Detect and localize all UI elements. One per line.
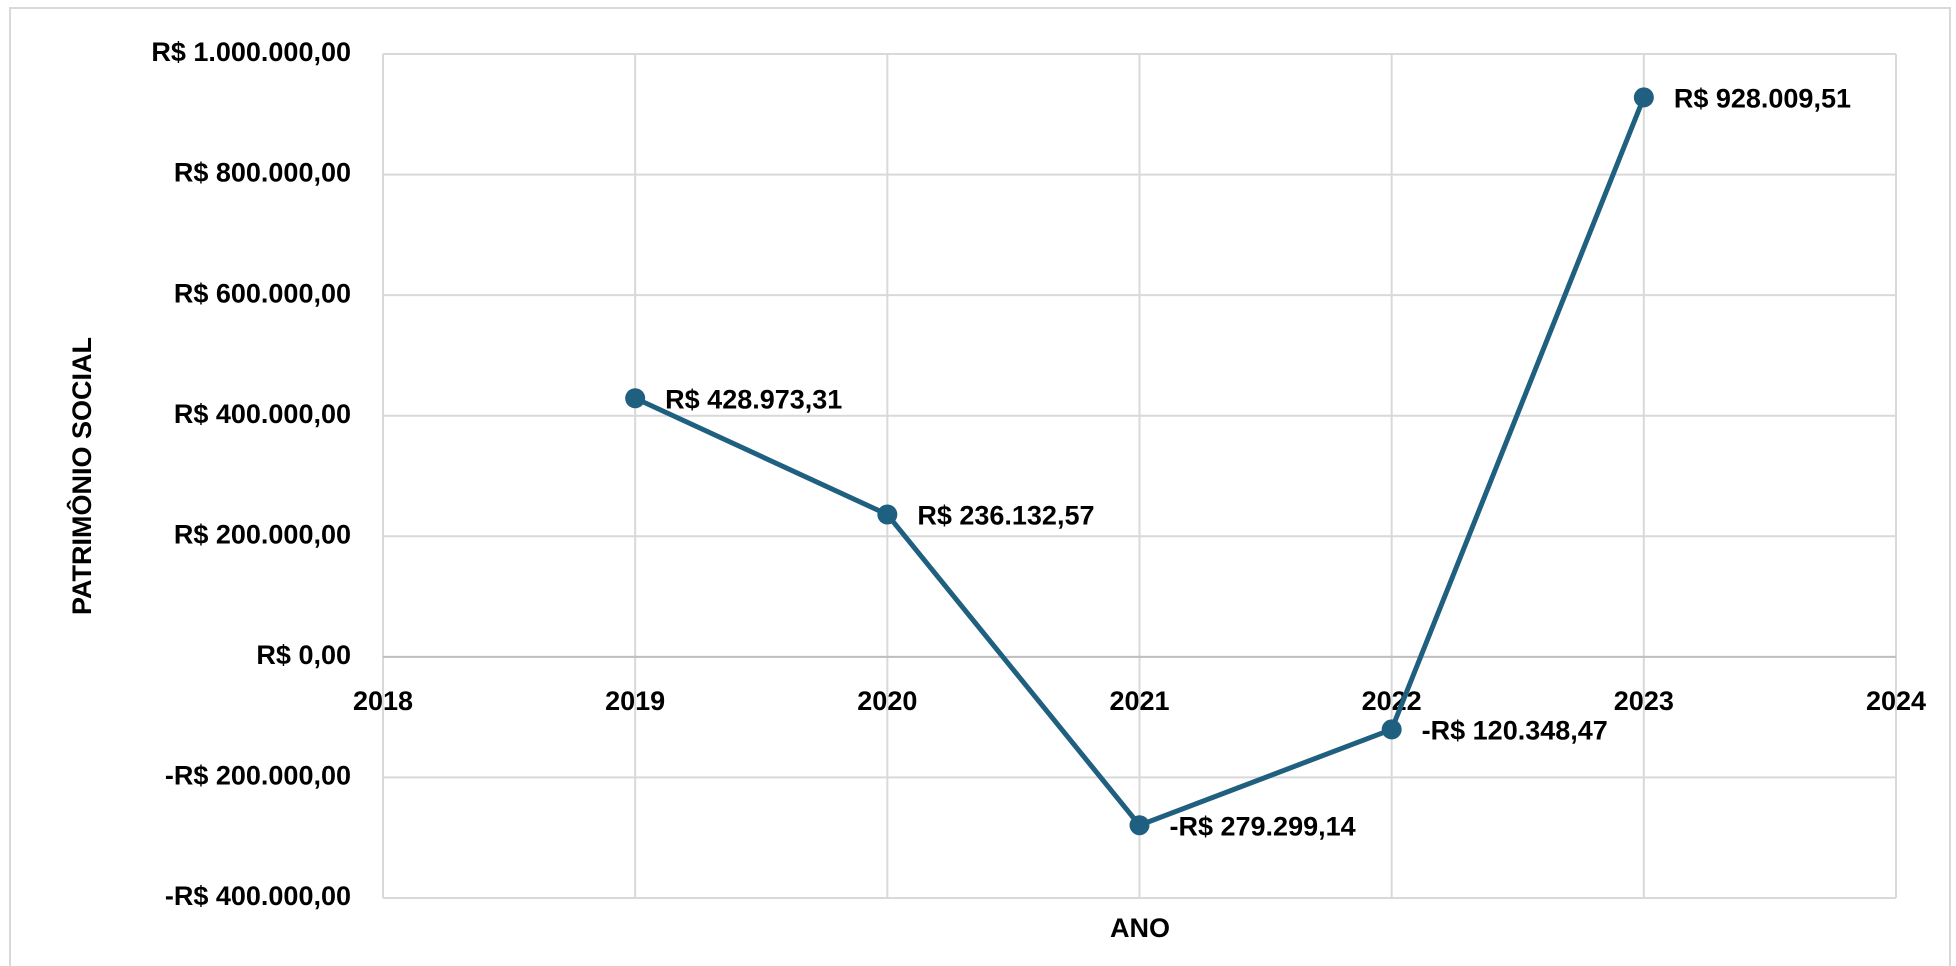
- data-point: [1633, 87, 1654, 108]
- x-tick-label: 2024: [1866, 686, 1926, 716]
- data-label: -R$ 120.348,47: [1422, 716, 1608, 746]
- data-label: R$ 236.132,57: [917, 501, 1094, 531]
- data-label: -R$ 279.299,14: [1170, 811, 1356, 841]
- y-tick-label: R$ 0,00: [256, 640, 351, 670]
- y-axis-label: PATRIMÔNIO SOCIAL: [66, 337, 97, 615]
- x-axis-label: ANO: [1110, 913, 1170, 943]
- data-point: [877, 504, 898, 525]
- x-tick-label: 2021: [1109, 686, 1169, 716]
- x-tick-label: 2019: [605, 686, 665, 716]
- chart-frame: [9, 7, 1951, 966]
- data-point: [1381, 719, 1402, 740]
- y-tick-label: R$ 800.000,00: [174, 158, 351, 188]
- x-tick-label: 2023: [1614, 686, 1674, 716]
- y-tick-label: R$ 600.000,00: [174, 278, 351, 308]
- y-tick-label: R$ 400.000,00: [174, 399, 351, 429]
- y-tick-label: -R$ 200.000,00: [165, 761, 351, 791]
- data-point: [1129, 815, 1150, 836]
- y-tick-label: R$ 200.000,00: [174, 519, 351, 549]
- y-tick-label: R$ 1.000.000,00: [151, 37, 351, 67]
- data-label: R$ 428.973,31: [665, 384, 842, 414]
- data-label: R$ 928.009,51: [1674, 84, 1851, 114]
- x-tick-label: 2020: [857, 686, 917, 716]
- x-tick-label: 2018: [353, 686, 413, 716]
- y-tick-label: -R$ 400.000,00: [165, 881, 351, 911]
- x-tick-label: 2022: [1362, 686, 1422, 716]
- data-point: [625, 388, 646, 409]
